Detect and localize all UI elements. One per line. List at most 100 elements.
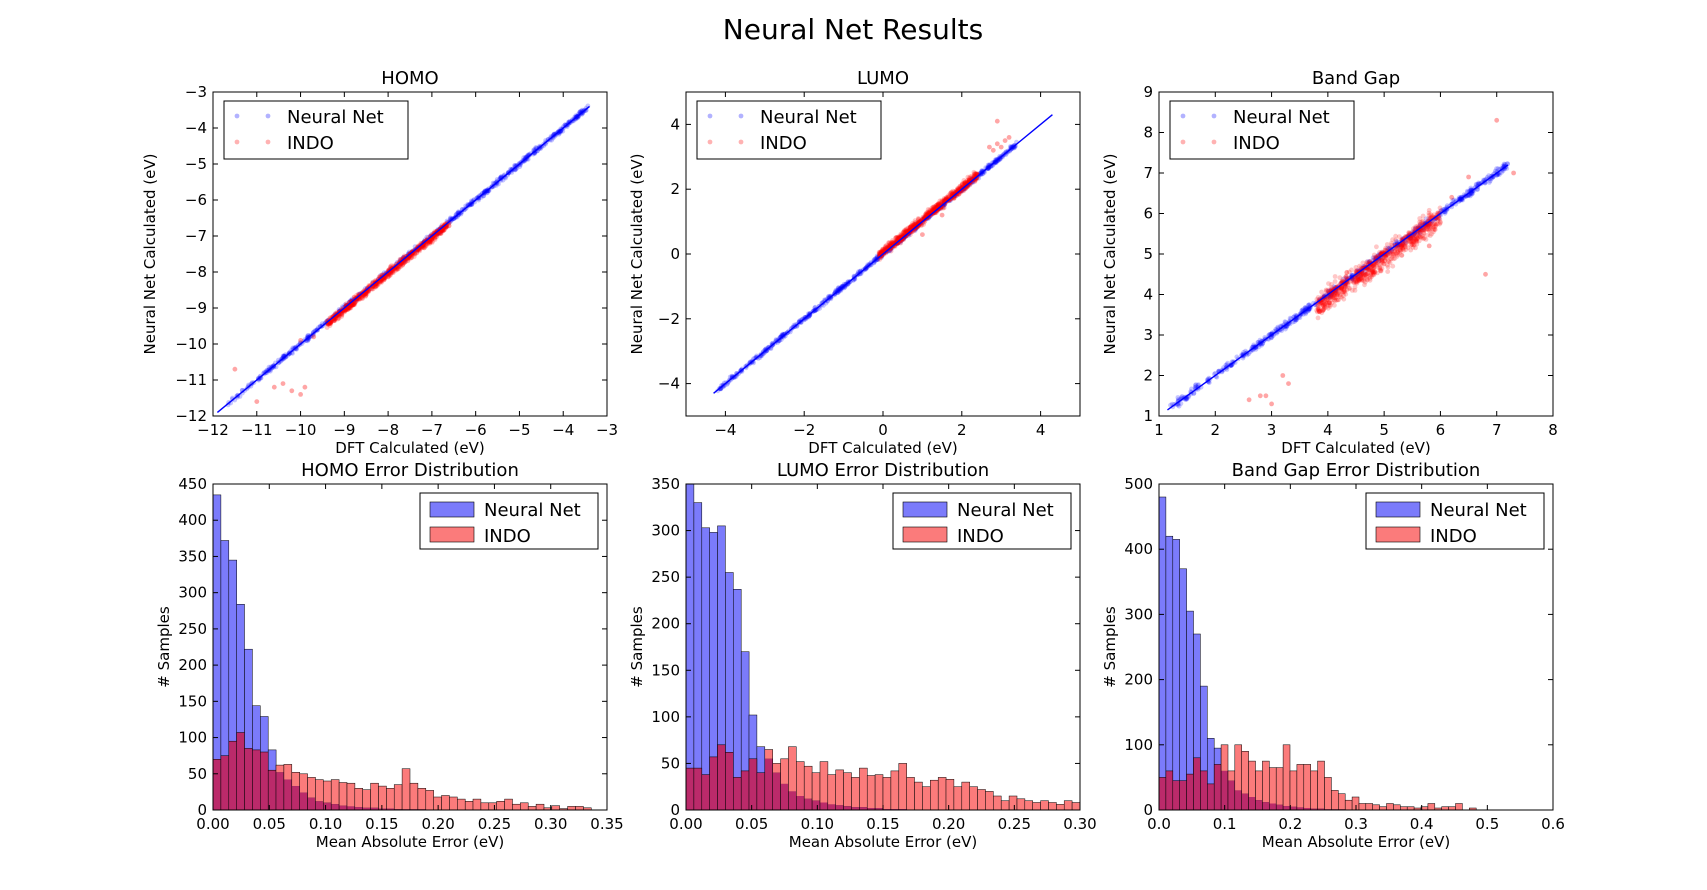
band-gap-scatter-neural-net-point [1450, 198, 1456, 203]
band-gap-scatter-indo-point [1349, 278, 1354, 284]
band-gap-scatter-indo-point [1379, 256, 1385, 261]
band-gap-scatter-indo-point [1395, 245, 1401, 250]
band-gap-histogram-indo-bar [1441, 806, 1449, 810]
lumo-histogram-overlap-bar [701, 774, 710, 810]
band-gap-scatter-indo-point [1354, 279, 1360, 285]
lumo-scatter-legend [696, 100, 882, 160]
band-gap-scatter-indo-point [1418, 229, 1424, 235]
band-gap-scatter-indo-point [1370, 269, 1376, 275]
band-gap-scatter-neural-net-point [1328, 292, 1334, 298]
lumo-scatter-neural-net-point [937, 206, 942, 212]
band-gap-scatter-indo-point [1336, 297, 1341, 303]
homo-scatter-indo-point [390, 269, 395, 275]
band-gap-histogram-overlap-bar [1296, 807, 1304, 810]
homo-scatter-indo-point [427, 239, 433, 244]
band-gap-scatter-indo-point [1379, 257, 1385, 262]
lumo-scatter-indo-point [965, 174, 971, 180]
band-gap-histogram-overlap-bar [1269, 803, 1277, 810]
lumo-histogram-overlap-bar [764, 758, 773, 810]
band-gap-scatter-indo-point [1427, 233, 1433, 238]
band-gap-scatter-indo-point [1319, 289, 1324, 295]
homo-scatter-indo-point [400, 262, 406, 268]
band-gap-scatter-neural-net-point [1253, 346, 1259, 352]
band-gap-scatter-indo-point [1366, 266, 1371, 272]
band-gap-scatter-indo-point [1343, 273, 1349, 279]
homo-scatter-y-tick-label: −12 [175, 407, 207, 425]
band-gap-scatter-indo-point [1329, 300, 1335, 306]
lumo-scatter-indo-point [901, 229, 907, 235]
band-gap-scatter-indo-point [1374, 260, 1380, 266]
band-gap-scatter-indo-point [1403, 247, 1409, 253]
lumo-scatter-neural-net-point [935, 205, 940, 211]
band-gap-scatter-x-tick-label: 8 [1548, 421, 1558, 439]
lumo-scatter-indo-point [966, 177, 972, 183]
band-gap-scatter-indo-point [1369, 263, 1375, 269]
band-gap-histogram-xlabel: Mean Absolute Error (eV) [1262, 833, 1451, 851]
band-gap-scatter-outlier-point [1286, 381, 1291, 386]
lumo-scatter-neural-net-point [952, 191, 957, 197]
homo-scatter-marks [216, 103, 591, 413]
lumo-scatter-indo-point [960, 181, 965, 186]
band-gap-scatter-indo-point [1345, 282, 1351, 288]
band-gap-scatter-indo-point [1391, 256, 1396, 262]
homo-scatter-indo-point [350, 302, 355, 308]
band-gap-histogram-indo-bar [1241, 751, 1249, 794]
homo-scatter-indo-point [348, 299, 354, 304]
band-gap-scatter-indo-point [1418, 220, 1424, 226]
lumo-scatter-indo-point [896, 234, 902, 239]
band-gap-histogram-overlap-bar [1200, 770, 1208, 810]
band-gap-scatter-indo-point [1382, 258, 1388, 264]
homo-scatter-indo-point [396, 265, 402, 271]
lumo-histogram-indo-bar [788, 746, 797, 792]
band-gap-scatter-x-tick-label: 1 [1154, 421, 1164, 439]
band-gap-scatter-indo-point [1414, 234, 1419, 239]
homo-scatter-indo-point [418, 245, 424, 251]
band-gap-scatter-indo-point [1364, 261, 1370, 266]
band-gap-scatter-indo-point [1315, 309, 1320, 315]
band-gap-scatter-indo-point [1411, 242, 1417, 248]
band-gap-scatter-indo-point [1426, 210, 1432, 216]
lumo-scatter-indo-point [957, 183, 963, 189]
band-gap-scatter-indo-point [1358, 272, 1364, 277]
lumo-scatter-marks [713, 114, 1053, 394]
homo-scatter-indo-point [382, 277, 387, 282]
band-gap-histogram-overlap-bar [1179, 780, 1187, 810]
lumo-scatter-indo-point [943, 197, 948, 202]
homo-scatter-indo-point [348, 303, 354, 308]
lumo-scatter-indo-point [893, 235, 899, 240]
lumo-histogram-y-tick-label: 350 [651, 475, 680, 493]
homo-histogram-overlap-bar [331, 804, 340, 810]
homo-scatter-indo-point [386, 268, 391, 273]
homo-histogram-overlap-bar [268, 770, 277, 810]
homo-scatter-indo-point [328, 319, 334, 325]
band-gap-scatter-neural-net-point [1178, 401, 1184, 406]
homo-scatter-indo-point [357, 291, 363, 297]
homo-histogram-indo-bar [559, 808, 568, 810]
homo-scatter-x-tick-label: −4 [552, 421, 574, 439]
lumo-histogram-indo-bar [906, 777, 915, 810]
lumo-scatter-neural-net-point [1007, 148, 1012, 154]
homo-histogram-marks [213, 494, 592, 810]
band-gap-scatter-indo-point [1399, 253, 1405, 258]
band-gap-scatter-indo-point [1362, 272, 1368, 278]
band-gap-scatter-indo-point [1393, 237, 1399, 243]
band-gap-histogram-overlap-bar [1207, 783, 1215, 810]
band-gap-scatter-panel: Band Gap DFT Calculated (eV) Neural Net … [1101, 68, 1558, 457]
lumo-scatter-indo-point [939, 200, 944, 205]
band-gap-scatter-indo-point [1372, 269, 1377, 274]
lumo-scatter-indo-point [886, 243, 891, 248]
band-gap-histogram-overlap-bar [1241, 793, 1249, 810]
band-gap-scatter-indo-point [1326, 281, 1331, 286]
band-gap-scatter-indo-point [1331, 292, 1336, 298]
lumo-scatter-neural-net-point [836, 286, 842, 292]
homo-scatter-indo-point [443, 225, 448, 231]
homo-scatter-indo-point [339, 314, 345, 319]
band-gap-scatter-neural-net-point [1356, 274, 1362, 280]
homo-scatter-ylabel: Neural Net Calculated (eV) [141, 154, 159, 355]
homo-scatter-neural-net-point [547, 137, 553, 143]
homo-scatter-indo-point [342, 309, 347, 315]
homo-scatter-x-tick-label: −7 [421, 421, 443, 439]
band-gap-scatter-indo-point [1438, 220, 1443, 226]
band-gap-scatter-indo-point [1326, 303, 1331, 308]
